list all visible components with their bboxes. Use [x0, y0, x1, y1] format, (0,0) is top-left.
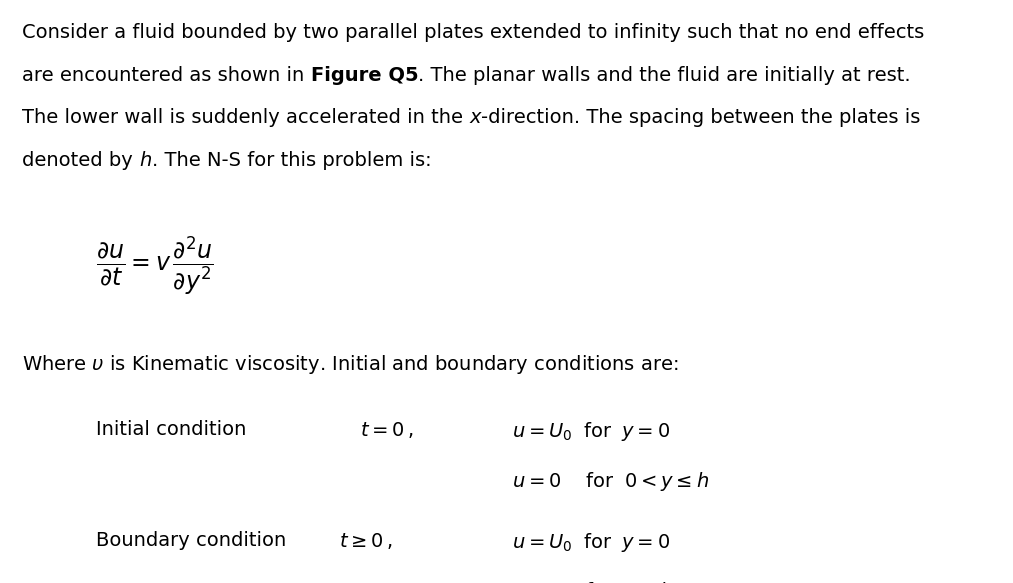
Text: $\dfrac{\partial u}{\partial t} = v \, \dfrac{\partial^2 u}{\partial y^2}$: $\dfrac{\partial u}{\partial t} = v \, \… [96, 234, 214, 297]
Text: h: h [139, 151, 152, 170]
Text: $u = 0 \quad$ for $\; 0 < y \leq h$: $u = 0 \quad$ for $\; 0 < y \leq h$ [512, 469, 709, 493]
Text: $t \geq 0\,,$: $t \geq 0\,,$ [339, 531, 393, 551]
Text: . The planar walls and the fluid are initially at rest.: . The planar walls and the fluid are ini… [418, 66, 911, 85]
Text: Figure Q5: Figure Q5 [311, 66, 418, 85]
Text: $u = U_0 \;$ for $\; y = 0$: $u = U_0 \;$ for $\; y = 0$ [512, 420, 670, 443]
Text: Where $\upsilon$ is Kinematic viscosity. Initial and boundary conditions are:: Where $\upsilon$ is Kinematic viscosity.… [22, 353, 679, 375]
Text: x: x [470, 108, 481, 128]
Text: $u = 0 \quad$ for $\; y = h$: $u = 0 \quad$ for $\; y = h$ [512, 580, 673, 583]
Text: Initial condition: Initial condition [96, 420, 246, 439]
Text: denoted by: denoted by [22, 151, 139, 170]
Text: Consider a fluid bounded by two parallel plates extended to infinity such that n: Consider a fluid bounded by two parallel… [22, 23, 925, 43]
Text: Boundary condition: Boundary condition [96, 531, 287, 550]
Text: . The N-S for this problem is:: . The N-S for this problem is: [152, 151, 432, 170]
Text: $u = U_0 \;$ for $\; y = 0$: $u = U_0 \;$ for $\; y = 0$ [512, 531, 670, 554]
Text: are encountered as shown in: are encountered as shown in [22, 66, 311, 85]
Text: The lower wall is suddenly accelerated in the: The lower wall is suddenly accelerated i… [22, 108, 470, 128]
Text: -direction. The spacing between the plates is: -direction. The spacing between the plat… [481, 108, 921, 128]
Text: $t = 0\,,$: $t = 0\,,$ [360, 420, 413, 440]
